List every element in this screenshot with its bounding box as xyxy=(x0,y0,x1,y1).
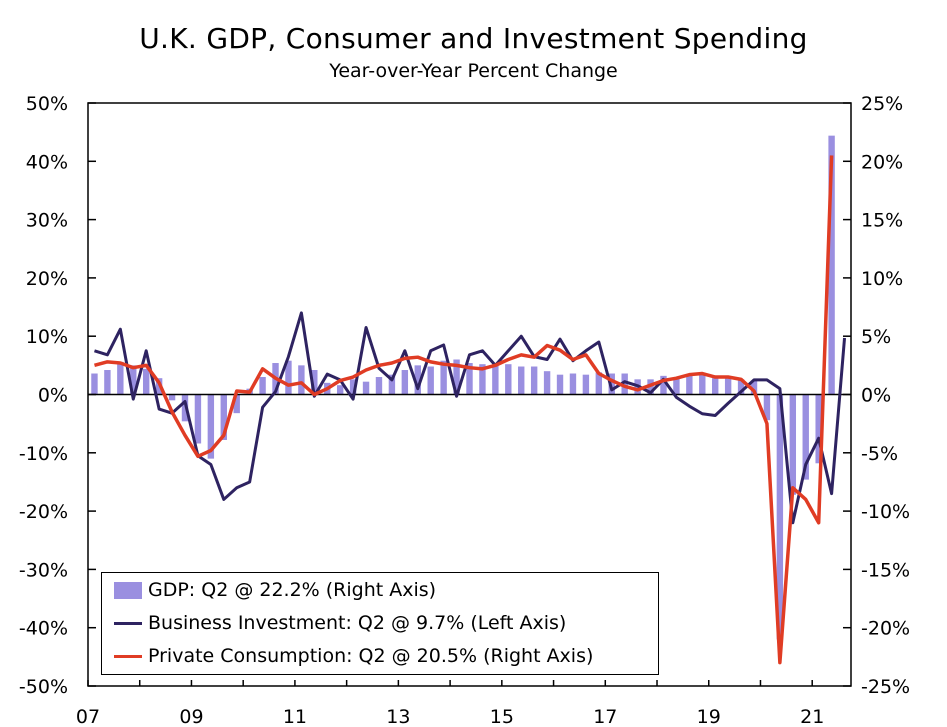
gdp-bar xyxy=(414,365,421,395)
gdp-bar xyxy=(815,394,822,464)
gdp-bar xyxy=(427,366,434,395)
gdp-bar xyxy=(763,394,771,421)
gdp-bar xyxy=(349,379,357,395)
legend-label-business-investment: Business Investment: Q2 @ 9.7% (Left Axi… xyxy=(148,612,567,634)
gdp-bar xyxy=(479,364,486,395)
legend-label-gdp: GDP: Q2 @ 22.2% (Right Axis) xyxy=(148,579,437,601)
right-axis-tick-label: -5% xyxy=(861,443,898,465)
gdp-bar xyxy=(233,394,240,414)
gdp-bar xyxy=(259,377,266,395)
gdp-bar xyxy=(737,379,745,395)
x-axis-tick-label: 19 xyxy=(697,706,721,727)
legend-swatch-gdp xyxy=(114,581,142,599)
gdp-bar xyxy=(311,370,318,395)
x-axis-tick-label: 17 xyxy=(593,706,617,727)
x-axis-tick-label: 21 xyxy=(800,706,824,727)
legend-item-business-investment: Business Investment: Q2 @ 9.7% (Left Axi… xyxy=(114,608,566,638)
gdp-bar xyxy=(466,363,473,395)
left-axis-tick-label: 10% xyxy=(26,326,68,348)
gdp-bar xyxy=(789,394,797,495)
gdp-bar xyxy=(518,366,525,395)
legend-item-gdp: GDP: Q2 @ 22.2% (Right Axis) xyxy=(114,575,436,605)
right-axis-tick-label: 10% xyxy=(861,268,903,290)
chart-subtitle: Year-over-Year Percent Change xyxy=(329,60,618,82)
gdp-bar xyxy=(556,374,564,395)
gdp-bar xyxy=(220,394,227,440)
gdp-bar xyxy=(168,394,176,401)
right-axis-tick-label: -15% xyxy=(861,559,910,581)
right-axis-tick-label: 20% xyxy=(861,151,903,173)
x-axis-tick-label: 09 xyxy=(179,706,203,727)
gdp-bar xyxy=(492,364,499,395)
gdp-bar xyxy=(660,375,667,395)
gdp-bar xyxy=(724,378,732,395)
left-axis-tick-label: 0% xyxy=(38,385,68,407)
gdp-bar xyxy=(104,370,111,395)
right-axis-tick-label: 15% xyxy=(861,210,903,232)
x-axis-tick-label: 13 xyxy=(386,706,410,727)
gdp-bar xyxy=(362,381,370,395)
left-axis-tick-label: 50% xyxy=(26,93,68,115)
left-axis-tick-label: 30% xyxy=(26,210,68,232)
left-axis-tick-label: 40% xyxy=(26,151,68,173)
left-axis-tick-label: -10% xyxy=(19,443,68,465)
left-axis-tick-label: 20% xyxy=(26,268,68,290)
gdp-bar xyxy=(375,377,383,395)
x-axis-tick-label: 11 xyxy=(283,706,307,727)
gdp-bar xyxy=(608,373,615,395)
right-axis-tick-label: 5% xyxy=(861,326,891,348)
legend-label-private-consumption: Private Consumption: Q2 @ 20.5% (Right A… xyxy=(148,645,594,667)
gdp-bar xyxy=(401,370,409,395)
legend: GDP: Q2 @ 22.2% (Right Axis) Business In… xyxy=(101,572,659,675)
gdp-bar xyxy=(712,378,719,395)
gdp-bar xyxy=(776,394,784,640)
gdp-bar xyxy=(336,385,344,395)
gdp-bar xyxy=(298,365,305,395)
gdp-bar xyxy=(543,371,551,395)
legend-swatch-private-consumption xyxy=(114,654,142,658)
gdp-bar xyxy=(582,374,590,395)
gdp-bar xyxy=(505,364,512,395)
gdp-bar xyxy=(621,373,628,395)
gdp-bar xyxy=(440,360,447,395)
gdp-bar xyxy=(802,394,809,480)
gdp-bar xyxy=(388,374,396,395)
left-axis-tick-label: -40% xyxy=(19,618,68,640)
gdp-bar xyxy=(530,366,538,395)
left-axis-tick-label: -50% xyxy=(19,676,68,698)
right-axis-tick-label: -10% xyxy=(861,501,910,523)
chart-title: U.K. GDP, Consumer and Investment Spendi… xyxy=(139,22,808,55)
gdp-bar xyxy=(130,365,137,395)
business-investment-line xyxy=(94,311,847,525)
right-axis-tick-label: 0% xyxy=(861,385,891,407)
gdp-bar xyxy=(453,359,460,395)
right-axis-tick-label: -20% xyxy=(861,618,910,640)
gdp-bar xyxy=(750,380,758,395)
left-axis-tick-label: -20% xyxy=(19,501,68,523)
gdp-bar xyxy=(569,373,577,395)
right-axis-tick-label: -25% xyxy=(861,676,910,698)
gdp-bar xyxy=(686,374,693,395)
gdp-bar xyxy=(673,378,680,395)
gdp-bar xyxy=(91,373,98,395)
left-axis-tick-label: -30% xyxy=(19,559,68,581)
right-axis-tick-label: 25% xyxy=(861,93,903,115)
x-axis-tick-label: 15 xyxy=(490,706,514,727)
gdp-bar xyxy=(699,374,706,395)
x-axis-tick-label: 07 xyxy=(76,706,100,727)
gdp-bar xyxy=(117,361,124,395)
gdp-bar xyxy=(595,372,603,395)
gdp-bar xyxy=(285,360,292,395)
private-consumption-line xyxy=(94,155,834,665)
legend-swatch-business-investment xyxy=(114,621,142,625)
gdp-bar xyxy=(207,394,215,459)
gdp-bar xyxy=(194,394,202,444)
gdp-bar xyxy=(142,368,150,395)
legend-item-private-consumption: Private Consumption: Q2 @ 20.5% (Right A… xyxy=(114,641,593,671)
gdp-bar xyxy=(828,135,835,395)
